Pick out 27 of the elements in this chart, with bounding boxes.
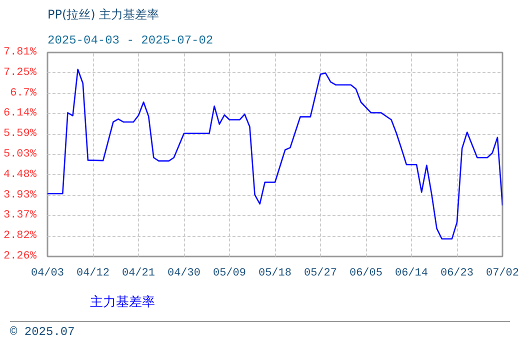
- x-tick-label: 04/30: [167, 268, 201, 280]
- y-tick-label: 6.14%: [3, 108, 37, 120]
- x-tick-label: 07/02: [486, 268, 520, 280]
- text: 主力基差率: [90, 293, 155, 311]
- chart-subtitle: 2025-04-03 - 2025-07-02: [48, 34, 214, 48]
- x-tick-label: 04/12: [76, 268, 110, 280]
- y-tick-label: 2.26%: [3, 250, 37, 262]
- x-tick-label: 06/05: [349, 268, 383, 280]
- y-tick-label: 2.82%: [3, 230, 37, 242]
- y-tick-label: 4.48%: [3, 168, 37, 181]
- x-tick-label: 06/14: [394, 268, 428, 280]
- y-tick-label: 7.25%: [3, 66, 37, 79]
- x-tick-label: 05/18: [258, 268, 292, 280]
- y-tick-label: 5.59%: [3, 128, 37, 140]
- line-series: [48, 68, 502, 240]
- chart-title: PP(拉丝) 主力基差率: [48, 8, 160, 22]
- x-tick-label: 06/23: [440, 268, 474, 280]
- y-tick-label: 7.81%: [3, 46, 37, 58]
- y-tick-label: 3.93%: [3, 189, 37, 202]
- x-tick-label: 04/21: [122, 268, 156, 280]
- x-tick-label: 05/27: [304, 268, 338, 280]
- y-tick-label: 3.37%: [3, 210, 37, 222]
- y-tick-label: 5.03%: [3, 148, 37, 160]
- text: © 2025.07: [10, 324, 75, 341]
- x-tick-label: 04/03: [30, 268, 64, 280]
- y-tick-label: 6.7%: [10, 87, 37, 100]
- x-tick-label: 05/09: [212, 268, 246, 280]
